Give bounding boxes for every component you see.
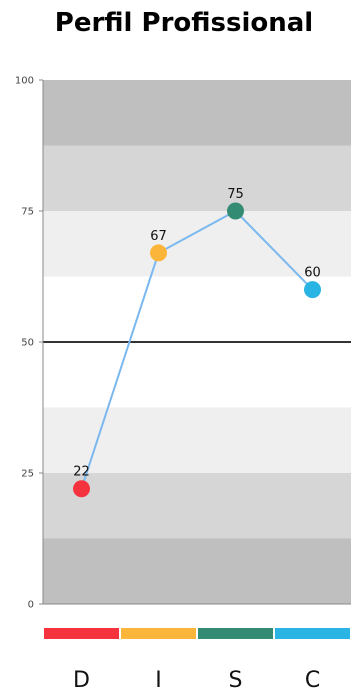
data-points — [73, 202, 321, 498]
point-I — [150, 244, 167, 262]
x-label-C: C — [305, 668, 320, 688]
x-label-I: I — [155, 668, 162, 688]
band-4 — [43, 211, 351, 277]
point-S — [227, 202, 244, 220]
data-label-I: 67 — [150, 229, 167, 244]
chart-title: Perfil Profissional — [54, 8, 314, 38]
point-C — [304, 281, 321, 299]
color-bar-I — [121, 628, 196, 639]
y-tick-label-75: 75 — [21, 207, 34, 218]
y-tick-label-25: 25 — [21, 469, 34, 480]
data-label-C: 60 — [304, 266, 321, 281]
color-bar-S — [198, 628, 273, 639]
y-axis-ticks: 0 25 50 75 100 — [15, 76, 43, 611]
color-bar-D — [44, 628, 119, 639]
x-label-S: S — [229, 668, 243, 688]
data-label-D: 22 — [73, 465, 90, 480]
data-label-S: 75 — [227, 187, 244, 202]
x-label-D: D — [73, 668, 90, 688]
category-color-bars — [44, 628, 350, 639]
data-labels: 22 67 75 60 — [73, 187, 321, 480]
y-tick-label-50: 50 — [21, 338, 34, 349]
y-tick-label-0: 0 — [28, 600, 34, 611]
color-bar-C — [275, 628, 350, 639]
point-D — [73, 480, 90, 498]
band-1 — [43, 473, 351, 539]
band-5 — [43, 145, 351, 211]
series-line — [80, 209, 314, 490]
band-0 — [43, 538, 351, 604]
y-tick-label-100: 100 — [15, 76, 34, 87]
band-2 — [43, 407, 351, 473]
band-6 — [43, 80, 351, 146]
